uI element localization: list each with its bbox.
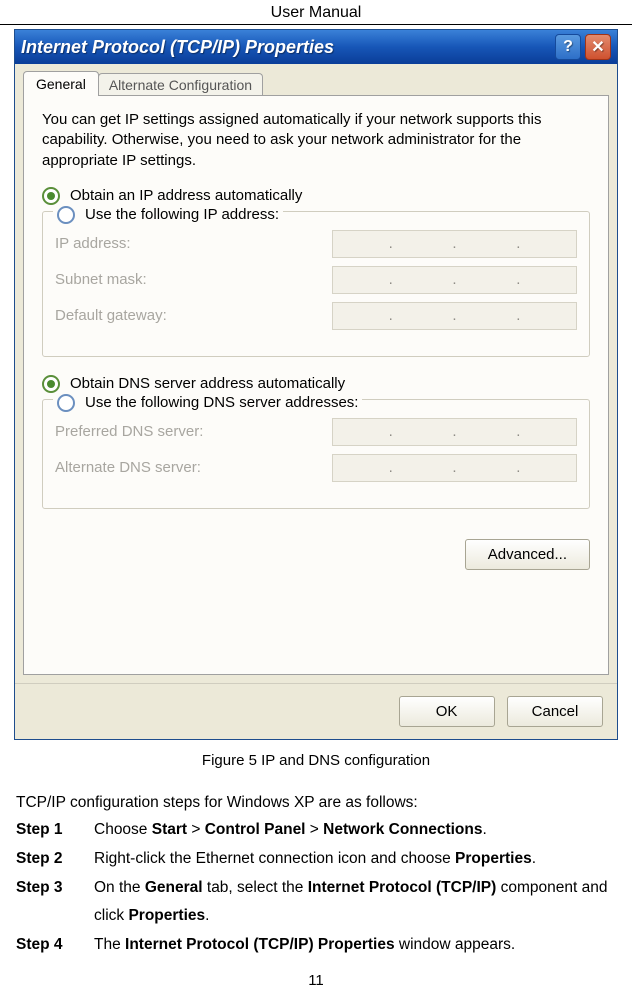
tab-strip: General Alternate Configuration	[15, 64, 617, 95]
ok-button[interactable]: OK	[399, 696, 495, 727]
label-ip-address: IP address:	[55, 235, 131, 252]
input-alternate-dns: ...	[332, 454, 577, 482]
step-text: Right-click the Ethernet connection icon…	[94, 845, 616, 872]
label-subnet-mask: Subnet mask:	[55, 271, 147, 288]
label-default-gateway: Default gateway:	[55, 307, 167, 324]
figure-caption: Figure 5 IP and DNS configuration	[14, 752, 618, 769]
label-alternate-dns: Alternate DNS server:	[55, 459, 201, 476]
step-text: The Internet Protocol (TCP/IP) Propertie…	[94, 931, 616, 958]
page-number: 11	[14, 972, 618, 989]
fieldset-manual-ip: Use the following IP address: IP address…	[42, 211, 590, 357]
radio-label: Obtain DNS server address automatically	[70, 375, 345, 392]
step-text: On the General tab, select the Internet …	[94, 874, 616, 928]
tab-body-general: You can get IP settings assigned automat…	[23, 95, 609, 675]
dialog-title: Internet Protocol (TCP/IP) Properties	[21, 37, 334, 58]
description-text: You can get IP settings assigned automat…	[42, 110, 590, 171]
step-row: Step 1 Choose Start > Control Panel > Ne…	[16, 816, 616, 843]
step-label: Step 1	[16, 816, 94, 843]
step-label: Step 2	[16, 845, 94, 872]
label-preferred-dns: Preferred DNS server:	[55, 423, 203, 440]
radio-obtain-ip-auto[interactable]: Obtain an IP address automatically	[42, 187, 590, 205]
radio-use-following-ip[interactable]: Use the following IP address:	[53, 206, 283, 224]
radio-unchecked-icon	[57, 394, 75, 412]
input-default-gateway: ...	[332, 302, 577, 330]
input-ip-address: ...	[332, 230, 577, 258]
step-label: Step 3	[16, 874, 94, 928]
radio-label: Use the following DNS server addresses:	[85, 394, 358, 411]
radio-label: Use the following IP address:	[85, 206, 279, 223]
step-label: Step 4	[16, 931, 94, 958]
fieldset-manual-dns: Use the following DNS server addresses: …	[42, 399, 590, 509]
instruction-intro: TCP/IP configuration steps for Windows X…	[16, 789, 616, 816]
instruction-block: TCP/IP configuration steps for Windows X…	[14, 789, 618, 958]
tcpip-properties-dialog: Internet Protocol (TCP/IP) Properties ? …	[14, 29, 618, 740]
input-preferred-dns: ...	[332, 418, 577, 446]
radio-unchecked-icon	[57, 206, 75, 224]
dialog-titlebar: Internet Protocol (TCP/IP) Properties ? …	[15, 30, 617, 64]
page-header-title: User Manual	[0, 0, 632, 25]
input-subnet-mask: ...	[332, 266, 577, 294]
step-text: Choose Start > Control Panel > Network C…	[94, 816, 616, 843]
radio-obtain-dns-auto[interactable]: Obtain DNS server address automatically	[42, 375, 590, 393]
step-row: Step 3 On the General tab, select the In…	[16, 874, 616, 928]
help-icon[interactable]: ?	[555, 34, 581, 60]
advanced-button[interactable]: Advanced...	[465, 539, 590, 570]
radio-checked-icon	[42, 187, 60, 205]
radio-checked-icon	[42, 375, 60, 393]
step-row: Step 4 The Internet Protocol (TCP/IP) Pr…	[16, 931, 616, 958]
radio-use-following-dns[interactable]: Use the following DNS server addresses:	[53, 394, 362, 412]
step-row: Step 2 Right-click the Ethernet connecti…	[16, 845, 616, 872]
close-icon[interactable]: ✕	[585, 34, 611, 60]
dialog-button-row: OK Cancel	[15, 683, 617, 739]
cancel-button[interactable]: Cancel	[507, 696, 603, 727]
tab-general[interactable]: General	[23, 71, 99, 96]
radio-label: Obtain an IP address automatically	[70, 187, 302, 204]
